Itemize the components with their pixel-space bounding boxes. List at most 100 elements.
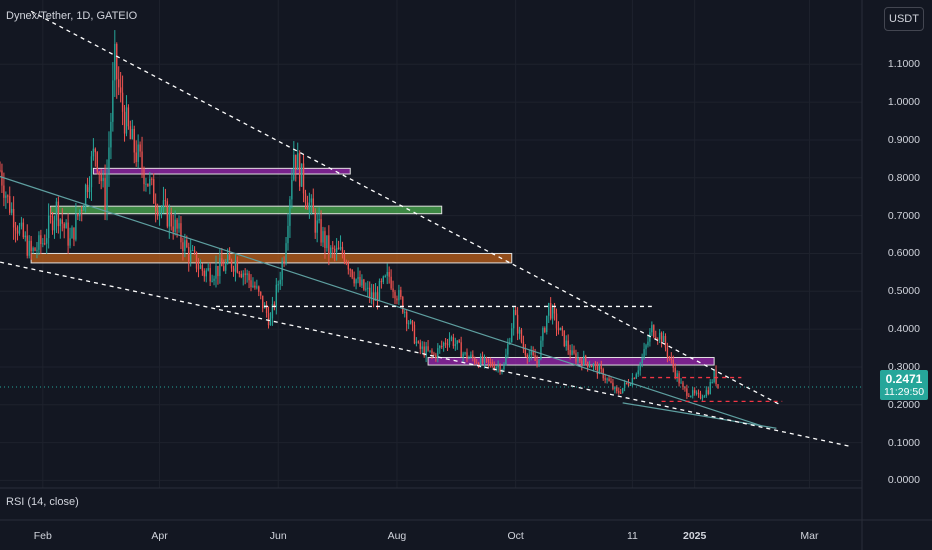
candle-body: [246, 273, 248, 276]
candle-body: [250, 280, 252, 288]
candle-body: [563, 330, 565, 347]
candle-body: [79, 209, 81, 217]
candle-body: [365, 288, 367, 290]
candle-body: [199, 265, 202, 269]
candle-body: [106, 173, 108, 212]
candle-body: [3, 185, 5, 198]
candle-body: [141, 151, 143, 170]
candle-body: [332, 247, 334, 249]
candle-body: [174, 219, 176, 232]
candle-body: [618, 391, 620, 393]
candle-body: [452, 337, 455, 346]
candle-body: [244, 273, 246, 276]
candle-body: [474, 358, 476, 363]
candle-body: [1, 170, 3, 186]
candle-body: [588, 366, 591, 368]
candle-body: [207, 268, 209, 271]
candle-body: [36, 249, 38, 251]
candle-body: [213, 278, 215, 281]
time-tick-label: Jun: [269, 530, 287, 542]
candle-body: [242, 273, 244, 278]
candle-body: [129, 126, 132, 140]
candle-body: [234, 260, 237, 272]
candle-body: [133, 128, 135, 153]
candle-body: [688, 395, 690, 397]
candle-body: [328, 235, 330, 254]
candle-body: [230, 259, 233, 269]
candle-body: [145, 183, 147, 185]
candle-body: [460, 342, 462, 358]
candle-body: [164, 200, 167, 202]
candle-body: [154, 203, 157, 211]
candle-body: [425, 346, 427, 357]
time-tick-label: Apr: [151, 530, 168, 542]
candle-body: [620, 392, 622, 394]
candle-body: [104, 178, 106, 212]
candle-body: [442, 342, 445, 347]
candle-body: [96, 152, 98, 172]
candle-body: [524, 349, 527, 355]
drawings: [0, 10, 851, 448]
candle-body: [279, 279, 281, 285]
candle-body: [197, 268, 200, 270]
candle-body: [390, 276, 392, 289]
candle-body: [413, 324, 416, 344]
candle-body: [298, 153, 301, 187]
candle-body: [262, 295, 264, 309]
candle-body: [337, 247, 340, 250]
candle-body: [127, 107, 130, 127]
candle-body: [491, 362, 493, 367]
candle-body: [454, 344, 457, 346]
candle-body: [520, 329, 523, 342]
candle-body: [215, 265, 217, 279]
candle-body: [287, 225, 289, 244]
candle-body: [448, 338, 451, 345]
candle-body: [573, 350, 575, 354]
candle-body: [172, 226, 174, 232]
candle-body: [73, 227, 75, 240]
candle-body: [407, 323, 410, 325]
candle-body: [637, 370, 639, 375]
rsi-indicator-label[interactable]: RSI (14, close): [6, 496, 79, 508]
candle-body: [643, 349, 645, 359]
candle-body: [314, 212, 316, 233]
candle-body: [528, 354, 530, 359]
candle-body: [114, 43, 116, 81]
candle-body: [427, 346, 429, 351]
candle-body: [711, 381, 713, 383]
candle-body: [404, 311, 406, 313]
candle-body: [614, 387, 616, 390]
candle-body: [151, 178, 153, 180]
candle-body: [662, 335, 665, 342]
candle-body: [503, 365, 505, 370]
candle-body: [680, 382, 682, 384]
candle-body: [487, 358, 490, 362]
time-tick-label: 11: [626, 530, 638, 542]
candle-body: [678, 373, 680, 384]
candle-body: [444, 342, 447, 345]
candle-body: [260, 291, 262, 296]
candle-body: [378, 281, 381, 301]
trendline: [0, 175, 762, 427]
currency-button[interactable]: USDT: [884, 7, 924, 31]
price-tick-label: 0.7000: [887, 209, 920, 222]
price-tick-label: 0.9000: [887, 133, 920, 146]
candle-body: [370, 292, 373, 298]
candle-body: [275, 284, 277, 307]
candle-body: [30, 240, 32, 252]
candle-body: [16, 230, 19, 234]
candle-body: [18, 226, 21, 234]
candle-body: [112, 80, 114, 122]
candle-body: [686, 388, 688, 396]
candle-body: [623, 382, 626, 388]
candle-body: [468, 357, 470, 359]
candle-body: [26, 235, 28, 256]
zone-box: [92, 167, 351, 175]
candle-body: [273, 303, 276, 307]
candle-body: [201, 265, 204, 271]
candle-body: [9, 196, 11, 213]
candle-body: [561, 327, 564, 331]
candle-body: [195, 252, 198, 269]
price-tick-label: 0.4000: [887, 323, 920, 336]
